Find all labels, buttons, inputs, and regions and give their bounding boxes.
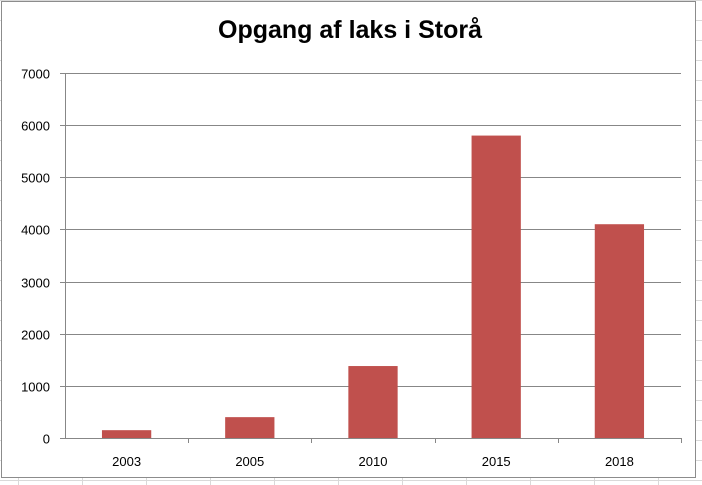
x-tick-label: 2005: [235, 454, 264, 469]
x-tick-label: 2015: [482, 454, 511, 469]
bar-2010: [348, 366, 398, 438]
axes: [60, 73, 682, 443]
bar-2018: [594, 224, 645, 438]
y-tick-label: 5000: [21, 171, 50, 186]
y-tick-label: 0: [43, 432, 50, 447]
y-tick-label: 3000: [21, 276, 50, 291]
y-tick-label: 7000: [21, 67, 50, 82]
bar-2005: [225, 417, 275, 438]
chart-title: Opgang af laks i Storå: [218, 16, 482, 44]
x-axis-tick-labels: 2003 2005 2010 2015 2018: [112, 454, 634, 469]
x-tick-label: 2010: [359, 454, 388, 469]
x-tick-label: 2018: [605, 454, 634, 469]
bar-series: [101, 135, 645, 439]
y-tick-label: 2000: [21, 328, 50, 343]
gridlines: [65, 73, 681, 387]
bar-2015: [471, 135, 521, 439]
y-axis-tick-labels: 0 1000 2000 3000 4000 5000 6000 7000: [21, 67, 50, 447]
y-tick-label: 4000: [21, 223, 50, 238]
y-tick-label: 6000: [21, 119, 50, 134]
y-tick-label: 1000: [21, 380, 50, 395]
x-tick-label: 2003: [112, 454, 141, 469]
bar-2003: [101, 430, 152, 438]
